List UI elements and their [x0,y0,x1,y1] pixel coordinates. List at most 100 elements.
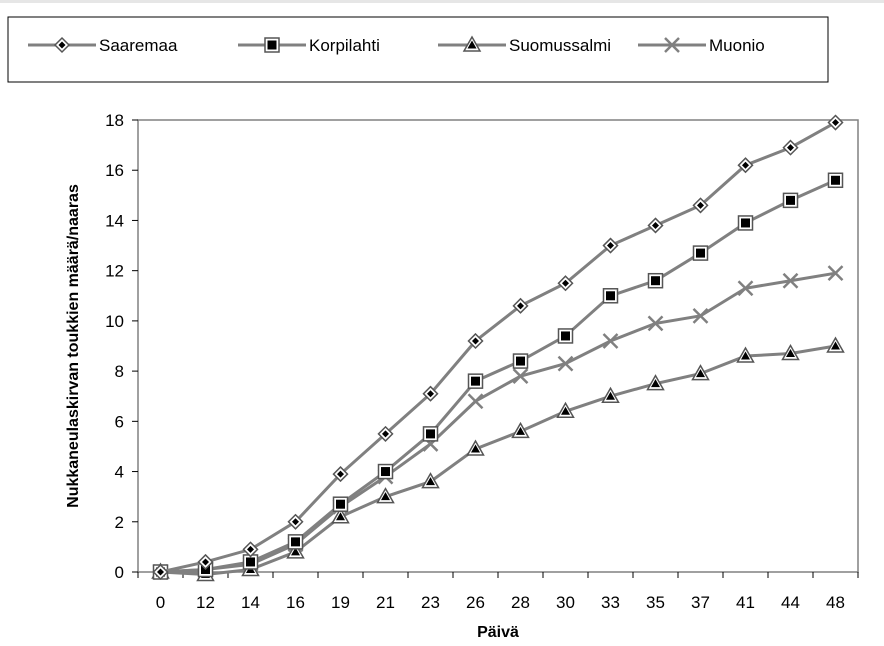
x-tick-label: 12 [196,593,215,612]
data-point-core [742,161,749,169]
axes: 0 2 4 6 8 10 12 14 16 18 0 12 14 16 19 21 23 26 28 30 33 35 37… [105,111,859,612]
data-point-core [381,467,390,477]
data-point [602,333,619,349]
y-tick-label: 18 [105,111,124,130]
data-point-core [696,248,705,258]
legend-entry-suomussalmi: Suomussalmi [438,35,611,55]
data-point-core [292,518,299,526]
data-point [737,280,754,297]
x-axis-title: Päivä [477,624,519,641]
data-point [692,307,709,324]
data-point [467,393,484,410]
legend-label: Saaremaa [99,36,178,55]
data-point-core [382,430,389,438]
y-tick-label: 0 [115,563,124,582]
data-point-core [426,429,435,439]
top-strip [0,0,884,3]
y-tick-label: 12 [105,262,124,281]
data-point-core [516,426,525,435]
legend-label: Muonio [709,36,765,55]
series-suomussalmi [151,336,845,582]
data-point-core [831,341,840,350]
data-point-core [471,376,480,386]
x-tick-label: 41 [736,593,755,612]
data-point-core [786,349,795,358]
x-tick-label: 30 [556,593,575,612]
legend-entry-korpilahti: Korpilahti [238,36,380,55]
data-point-core [741,218,750,228]
data-point-core [832,119,839,127]
legend-entry-muonio: Muonio [638,36,765,55]
data-point-core [58,41,66,49]
y-tick-label: 6 [115,412,124,431]
x-tick-label: 23 [421,593,440,612]
legend-label: Korpilahti [309,36,380,55]
x-tick-label: 44 [781,593,800,612]
y-axis-title: Nukkaneulaskirvan toukkien määrä/naaras [65,184,82,508]
data-point-core [561,406,570,415]
data-point-core [381,492,390,501]
x-tick-label: 14 [241,593,260,612]
data-point-core [467,40,477,49]
data-point-core [472,337,479,345]
data-point [827,265,844,282]
series-line [160,121,837,574]
series-saaremaa [152,114,844,581]
data-point-core [607,242,614,250]
legend-box [7,16,829,83]
y-tick-label: 2 [115,513,124,532]
data-point-core [651,276,660,286]
x-tick-label: 28 [511,593,530,612]
y-tick-label: 8 [115,362,124,381]
x-tick-label: 33 [601,593,620,612]
x-tick-label: 0 [156,593,165,612]
data-point [557,355,574,372]
data-point-core [336,512,345,521]
data-point-core [606,291,615,301]
data-point-core [562,279,569,287]
data-point-core [696,369,705,378]
data-point-core [652,221,659,229]
data-point-core [606,391,615,400]
data-point-core [202,558,209,566]
series-line [160,271,836,574]
x-tick-label: 19 [331,593,350,612]
x-tick-label: 16 [286,593,305,612]
data-point-core [267,40,277,50]
legend: Saaremaa Korpilahti Suomussalmi Muonio [7,16,829,83]
data-point-core [337,470,344,478]
y-tick-label: 10 [105,312,124,331]
data-point-core [427,390,434,398]
data-point-core [247,545,254,553]
data-point-core [517,302,524,310]
legend-label: Suomussalmi [509,36,611,55]
data-point-core [561,331,570,341]
x-tick-label: 37 [691,593,710,612]
data-point-core [157,568,164,576]
y-tick-label: 4 [115,463,124,482]
y-tick-label: 14 [105,211,124,230]
data-point-core [831,175,840,185]
data-point-core [787,144,794,152]
data-point-core [336,499,345,509]
y-tick-label: 16 [105,161,124,180]
data-point-core [246,557,255,567]
data-point-core [697,201,704,209]
data-point [512,368,529,385]
x-tick-label: 26 [466,593,485,612]
data-point [664,37,680,53]
series-layer [151,114,845,582]
data-point [647,315,664,332]
data-point-core [426,477,435,486]
x-tick-label: 48 [826,593,845,612]
data-point-core [651,379,660,388]
data-point-core [516,356,525,366]
data-point-core [471,444,480,453]
data-point-core [291,547,300,556]
x-tick-label: 21 [376,593,395,612]
data-point [782,272,799,289]
data-point-core [291,537,300,547]
data-point-core [786,195,795,205]
legend-entry-saaremaa: Saaremaa [28,36,178,55]
